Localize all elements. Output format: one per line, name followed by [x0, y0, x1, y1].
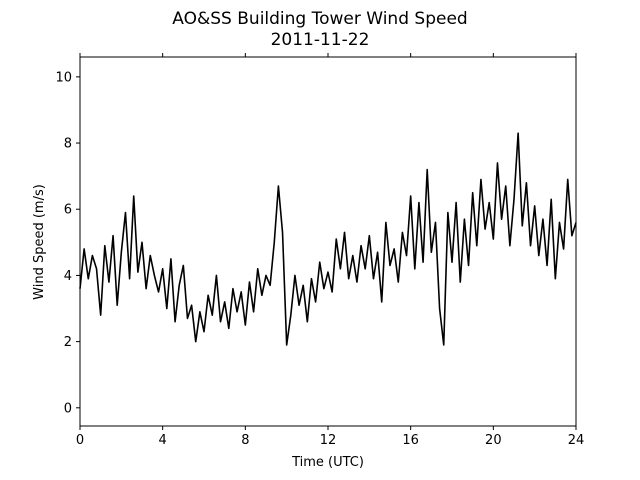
y-tick-label: 10 [55, 70, 72, 85]
y-tick-label: 8 [64, 137, 72, 152]
x-axis-label: Time (UTC) [291, 455, 364, 470]
x-tick-label: 12 [320, 433, 337, 448]
y-axis-label: Wind Speed (m/s) [32, 184, 47, 300]
plot-frame [79, 56, 577, 427]
x-tick-label: 16 [402, 433, 419, 448]
y-tick-label: 4 [64, 269, 72, 284]
x-tick-label: 4 [159, 433, 167, 448]
y-tick-label: 2 [64, 335, 72, 350]
chart-title: AO&SS Building Tower Wind Speed [172, 9, 467, 29]
data-line [79, 132, 577, 346]
chart-subtitle: 2011-11-22 [271, 30, 370, 50]
x-tick-label: 24 [568, 433, 585, 448]
x-tick-label: 8 [241, 433, 249, 448]
y-tick-label: 0 [64, 401, 72, 416]
x-tick-label: 0 [76, 433, 84, 448]
y-tick-label: 6 [64, 203, 72, 218]
x-tick-label: 20 [485, 433, 502, 448]
